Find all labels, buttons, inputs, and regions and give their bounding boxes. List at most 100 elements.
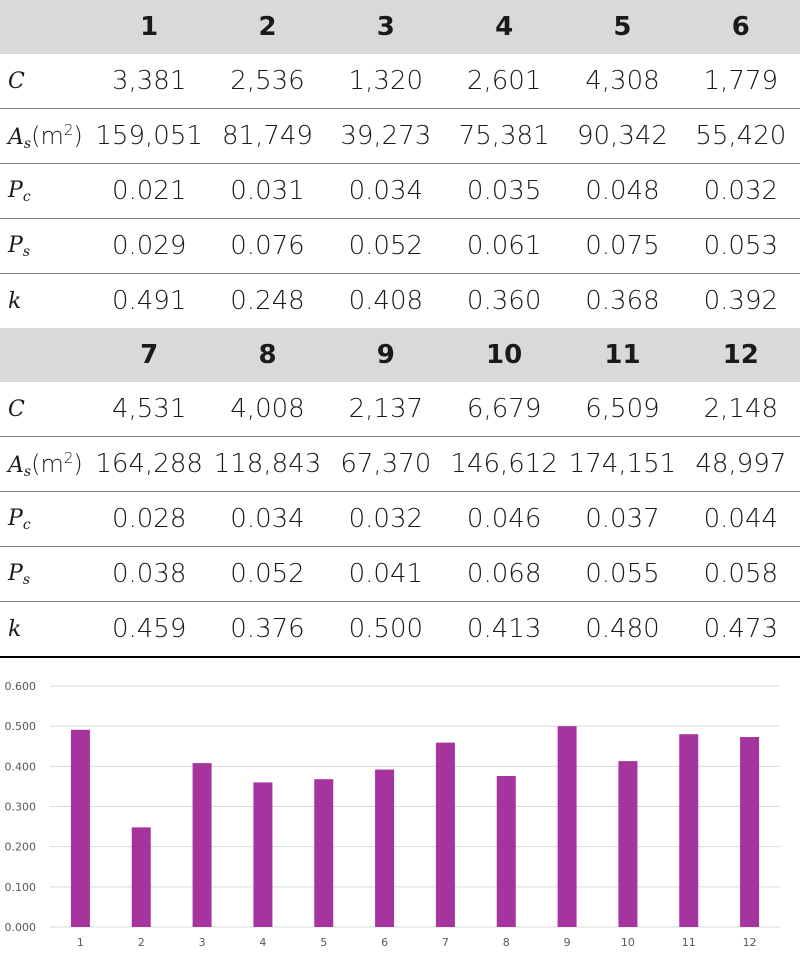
x-tick-label: 2 <box>138 936 145 949</box>
table-row-k: k 0.491 0.248 0.408 0.360 0.368 0.392 <box>0 274 800 329</box>
row-label-k: k <box>0 601 90 658</box>
table-cell: 0.368 <box>585 286 660 316</box>
column-header: 1 <box>90 0 209 54</box>
table-cell: 0.459 <box>90 601 209 658</box>
column-header: 8 <box>208 328 327 382</box>
x-tick-label: 7 <box>442 936 449 949</box>
y-tick-label: 0.000 <box>5 921 37 934</box>
table-cell: 0.055 <box>563 546 682 602</box>
bar <box>557 726 577 927</box>
table-cell: 1,320 <box>326 54 445 109</box>
x-tick-label: 4 <box>259 936 266 949</box>
table-cell: 4,531 <box>90 382 209 437</box>
table-row-Ps: Ps 0.029 0.076 0.052 0.061 0.075 0.053 <box>0 218 800 274</box>
table-cell: 4,308 <box>563 54 682 109</box>
table-cell: 0.392 <box>703 286 779 316</box>
table-cell: 2,137 <box>326 382 445 437</box>
header-corner <box>0 0 90 54</box>
column-header: 7 <box>90 328 209 382</box>
table-cell: 0.076 <box>208 218 327 274</box>
y-tick-label: 0.100 <box>5 881 37 894</box>
row-label-Pc: Pc <box>0 163 90 219</box>
column-header: 2 <box>208 0 327 54</box>
table-cell: 90,342 <box>563 108 682 164</box>
bar <box>70 729 90 927</box>
x-tick-label: 5 <box>320 936 327 949</box>
row-label-Ps: Ps <box>0 546 90 602</box>
table-row-Ps: Ps 0.038 0.052 0.041 0.068 0.055 0.058 <box>0 546 800 602</box>
row-label-k: k <box>8 288 22 314</box>
table-cell: 0.029 <box>90 218 209 274</box>
table-cell: 0.408 <box>348 286 424 316</box>
x-tick-label: 1 <box>77 936 84 949</box>
column-header: 3 <box>326 0 445 54</box>
row-label-C: C <box>0 382 90 437</box>
table-cell: 0.480 <box>563 601 682 658</box>
table-cell: 0.248 <box>230 286 305 316</box>
column-header: 10 <box>444 328 564 382</box>
table-cell: 0.491 <box>111 286 187 316</box>
table-cell: 4,008 <box>208 382 327 437</box>
table-cell: 39,273 <box>326 108 445 164</box>
table-cell: 0.034 <box>208 491 327 547</box>
x-tick-label: 12 <box>743 936 757 949</box>
y-tick-label: 0.400 <box>5 760 37 773</box>
table-cell: 164,288 <box>90 436 209 492</box>
table-cell: 146,612 <box>444 436 564 492</box>
header-row: 7 8 9 10 11 12 <box>0 328 800 382</box>
table-cell: 0.360 <box>466 286 542 316</box>
table-row-As: As(m2) 159,051 81,749 39,273 75,381 90,342 55,… <box>0 108 800 164</box>
table-row-C: C 3,381 2,536 1,320 2,601 4,308 1,779 <box>0 54 800 109</box>
x-tick-label: 6 <box>381 936 388 949</box>
table-cell: 75,381 <box>444 108 564 164</box>
table-cell: 0.044 <box>681 491 800 547</box>
column-header: 9 <box>326 328 445 382</box>
table-cell: 0.500 <box>326 601 445 658</box>
table-row-C: C 4,531 4,008 2,137 6,679 6,509 2,148 <box>0 382 800 437</box>
row-label-C: C <box>0 54 90 109</box>
table-cell: 0.058 <box>681 546 800 602</box>
table-cell: 0.075 <box>563 218 682 274</box>
x-tick-label: 10 <box>621 936 635 949</box>
table-cell: 2,536 <box>208 54 327 109</box>
table-cell: 81,749 <box>208 108 327 164</box>
table-cell: 0.376 <box>208 601 327 658</box>
table-cell: 0.052 <box>326 218 445 274</box>
table-row-As: As(m2) 164,288 118,843 67,370 146,612 174,151… <box>0 436 800 492</box>
column-header: 4 <box>444 0 564 54</box>
table-cell: 0.028 <box>90 491 209 547</box>
table-cell: 0.061 <box>444 218 564 274</box>
bar <box>253 782 273 927</box>
bar <box>375 769 395 927</box>
x-tick-label: 9 <box>564 936 571 949</box>
table-cell: 2,148 <box>681 382 800 437</box>
row-label-As: As(m2) <box>0 108 90 164</box>
y-tick-label: 0.300 <box>5 801 37 814</box>
table-cell: 0.052 <box>208 546 327 602</box>
table-cell: 67,370 <box>326 436 445 492</box>
table-cell: 6,679 <box>444 382 564 437</box>
table-row-Pc: Pc 0.028 0.034 0.032 0.046 0.037 0.044 <box>0 491 800 547</box>
y-tick-label: 0.500 <box>5 720 37 733</box>
data-table: 1 2 3 4 5 6 C 3,381 2,536 1,320 2,601 4,308 1,779 As(… <box>0 0 800 658</box>
table-row-k: k 0.459 0.376 0.500 0.413 0.480 0.473 <box>0 601 800 658</box>
column-header: 6 <box>681 0 800 54</box>
table-cell: 0.031 <box>208 163 327 219</box>
bar <box>679 734 699 927</box>
table-cell: 159,051 <box>90 108 209 164</box>
x-tick-label: 3 <box>199 936 206 949</box>
row-label-Pc: Pc <box>0 491 90 547</box>
table-cell: 0.473 <box>681 601 800 658</box>
row-label-As: As(m2) <box>0 436 90 492</box>
bar <box>496 775 516 927</box>
bar <box>435 742 455 927</box>
column-header: 5 <box>563 0 682 54</box>
bar <box>192 763 212 927</box>
table-cell: 3,381 <box>90 54 209 109</box>
column-header: 12 <box>681 328 800 382</box>
table-cell: 1,779 <box>681 54 800 109</box>
table-row-Pc: Pc 0.021 0.031 0.034 0.035 0.048 0.032 <box>0 163 800 219</box>
table-cell: 0.037 <box>563 491 682 547</box>
